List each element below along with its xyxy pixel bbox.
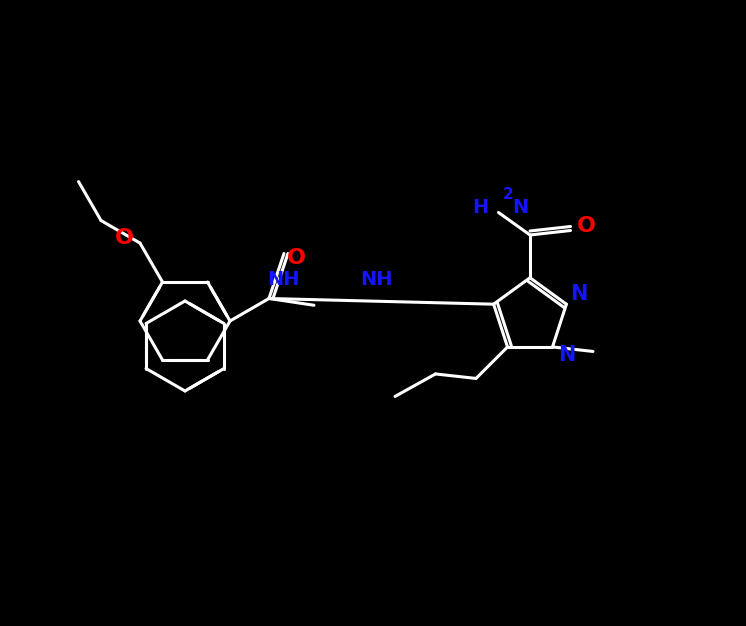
Text: N: N <box>513 198 529 217</box>
Text: O: O <box>286 249 305 269</box>
Text: H: H <box>472 198 489 217</box>
Text: O: O <box>577 215 596 235</box>
Text: N: N <box>558 345 575 365</box>
Text: N: N <box>570 284 587 304</box>
Text: NH: NH <box>267 270 300 289</box>
Text: O: O <box>114 228 134 248</box>
Text: NH: NH <box>360 270 392 289</box>
Text: 2: 2 <box>503 187 514 202</box>
